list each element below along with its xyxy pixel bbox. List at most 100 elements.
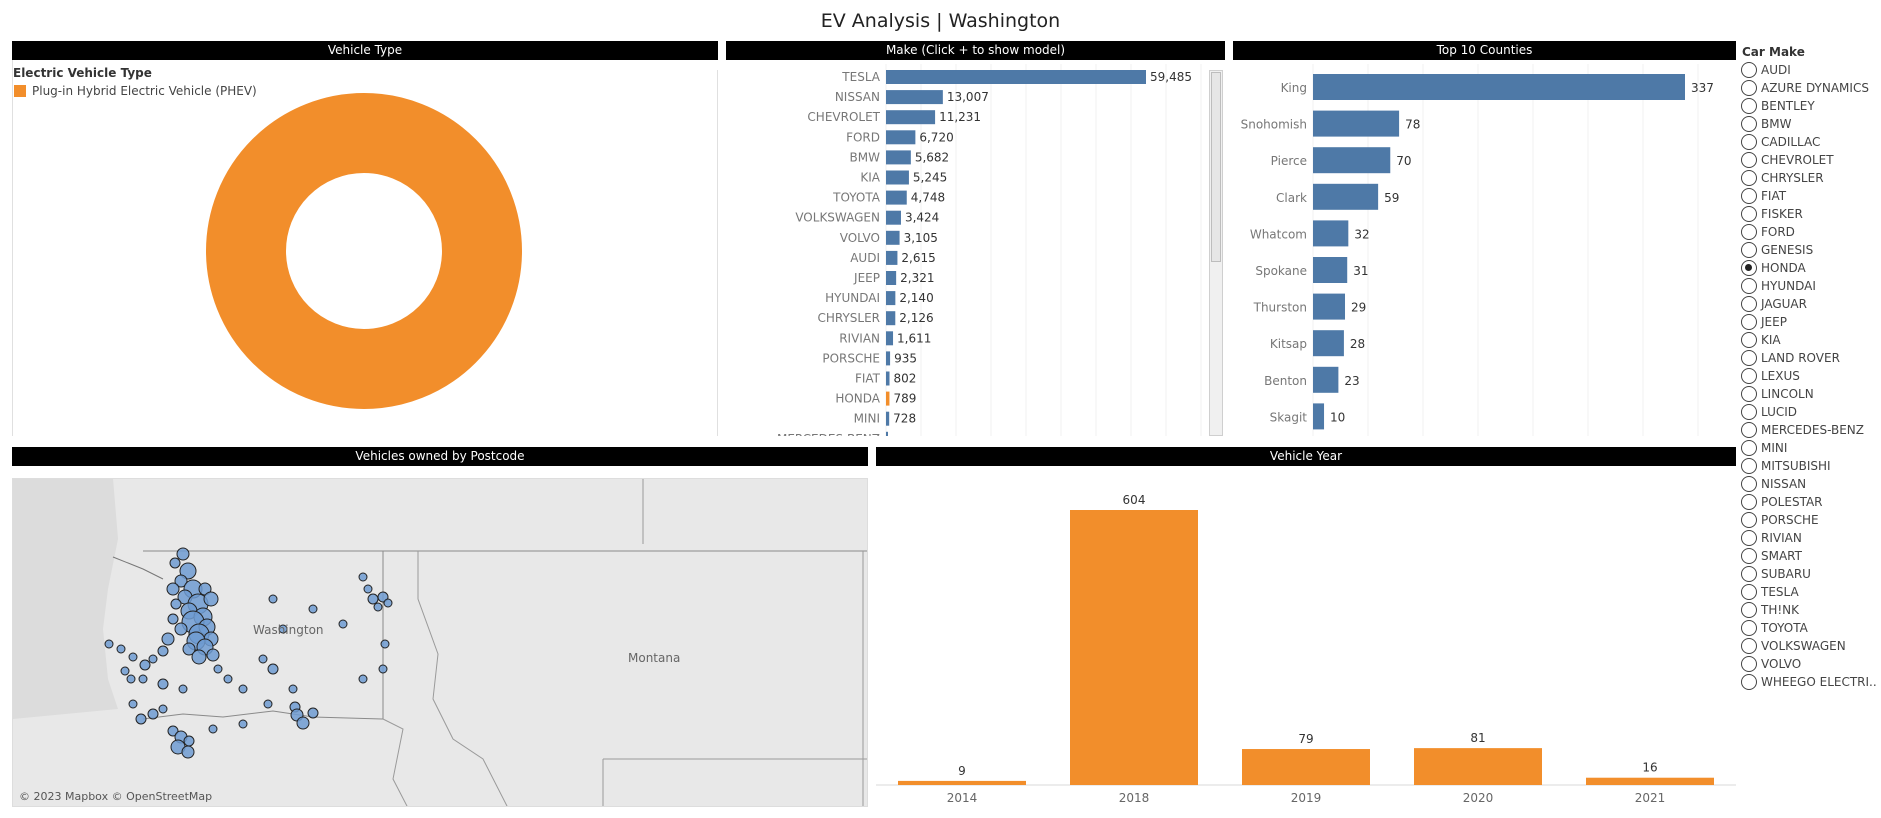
filter-option[interactable]: FISKER — [1741, 205, 1881, 223]
make-bar[interactable] — [886, 150, 911, 165]
postcode-marker[interactable] — [308, 604, 318, 614]
filter-option[interactable]: AUDI — [1741, 61, 1881, 79]
radio-button[interactable] — [1741, 296, 1757, 312]
county-bar[interactable] — [1313, 110, 1400, 137]
make-bar[interactable] — [886, 411, 890, 426]
radio-button[interactable] — [1741, 404, 1757, 420]
filter-option[interactable]: VOLKSWAGEN — [1741, 637, 1881, 655]
postcode-marker[interactable] — [157, 645, 169, 657]
county-bar[interactable] — [1313, 403, 1325, 430]
make-bar[interactable] — [886, 271, 897, 285]
postcode-marker[interactable] — [167, 613, 179, 625]
filter-option[interactable]: BMW — [1741, 115, 1881, 133]
make-bar[interactable] — [886, 230, 900, 245]
radio-button[interactable] — [1741, 602, 1757, 618]
postcode-marker[interactable] — [183, 735, 195, 747]
filter-option[interactable]: JEEP — [1741, 313, 1881, 331]
filter-option[interactable]: TESLA — [1741, 583, 1881, 601]
filter-option[interactable]: SUBARU — [1741, 565, 1881, 583]
postcode-markers[interactable] — [104, 547, 393, 759]
year-bar[interactable] — [898, 780, 1026, 785]
filter-option[interactable]: GENESIS — [1741, 241, 1881, 259]
postcode-marker[interactable] — [174, 574, 188, 588]
make-bar[interactable] — [886, 431, 888, 436]
postcode-marker[interactable] — [147, 708, 159, 720]
radio-button[interactable] — [1741, 170, 1757, 186]
radio-button[interactable] — [1741, 260, 1757, 276]
postcode-marker[interactable] — [267, 663, 279, 675]
make-bar[interactable] — [886, 70, 1146, 84]
postcode-marker[interactable] — [104, 639, 114, 649]
filter-option[interactable]: AZURE DYNAMICS — [1741, 79, 1881, 97]
radio-button[interactable] — [1741, 638, 1757, 654]
postcode-marker[interactable] — [181, 745, 195, 759]
filter-option[interactable]: MITSUBISHI — [1741, 457, 1881, 475]
postcode-marker[interactable] — [367, 593, 379, 605]
postcode-map[interactable]: Washington Montana © 2023 Mapbox © OpenS… — [12, 478, 868, 807]
filter-option[interactable]: LAND ROVER — [1741, 349, 1881, 367]
radio-button[interactable] — [1741, 476, 1757, 492]
postcode-marker[interactable] — [258, 654, 268, 664]
postcode-marker[interactable] — [288, 684, 298, 694]
map-copyright[interactable]: © 2023 Mapbox © OpenStreetMap — [19, 790, 213, 803]
postcode-marker[interactable] — [238, 684, 248, 694]
radio-button[interactable] — [1741, 566, 1757, 582]
make-bar[interactable] — [886, 190, 907, 205]
make-bar[interactable] — [886, 90, 943, 105]
county-bar[interactable] — [1313, 257, 1348, 283]
filter-option[interactable]: CADILLAC — [1741, 133, 1881, 151]
filter-option[interactable]: KIA — [1741, 331, 1881, 349]
postcode-marker[interactable] — [128, 652, 138, 662]
radio-button[interactable] — [1741, 674, 1757, 690]
year-bar[interactable] — [1242, 749, 1370, 785]
postcode-marker[interactable] — [380, 639, 390, 649]
year-bar[interactable] — [1586, 777, 1714, 785]
postcode-marker[interactable] — [116, 644, 126, 654]
radio-button[interactable] — [1741, 494, 1757, 510]
postcode-marker[interactable] — [278, 624, 288, 634]
filter-option[interactable]: CHEVROLET — [1741, 151, 1881, 169]
make-bar[interactable] — [886, 110, 936, 125]
filter-option[interactable]: WHEEGO ELECTRI.. — [1741, 673, 1881, 691]
county-bar[interactable] — [1313, 220, 1349, 247]
postcode-marker[interactable] — [166, 582, 180, 596]
radio-button[interactable] — [1741, 368, 1757, 384]
postcode-marker[interactable] — [170, 598, 182, 610]
make-bar[interactable] — [886, 331, 894, 346]
filter-option[interactable]: TOYOTA — [1741, 619, 1881, 637]
county-bar[interactable] — [1313, 147, 1391, 174]
filter-option[interactable]: MERCEDES-BENZ — [1741, 421, 1881, 439]
postcode-marker[interactable] — [223, 674, 233, 684]
postcode-marker[interactable] — [126, 674, 136, 684]
radio-button[interactable] — [1741, 116, 1757, 132]
make-bar[interactable] — [886, 311, 896, 326]
postcode-marker[interactable] — [373, 602, 383, 612]
postcode-marker[interactable] — [208, 724, 218, 734]
radio-button[interactable] — [1741, 152, 1757, 168]
radio-button[interactable] — [1741, 620, 1757, 636]
filter-option[interactable]: PORSCHE — [1741, 511, 1881, 529]
postcode-marker[interactable] — [161, 632, 175, 646]
postcode-marker[interactable] — [358, 572, 368, 582]
radio-button[interactable] — [1741, 98, 1757, 114]
postcode-marker[interactable] — [139, 659, 151, 671]
radio-button[interactable] — [1741, 224, 1757, 240]
make-bar[interactable] — [886, 250, 898, 265]
filter-option[interactable]: LUCID — [1741, 403, 1881, 421]
postcode-marker[interactable] — [157, 678, 169, 690]
radio-button[interactable] — [1741, 386, 1757, 402]
filter-option[interactable]: JAGUAR — [1741, 295, 1881, 313]
filter-option[interactable]: CHRYSLER — [1741, 169, 1881, 187]
radio-button[interactable] — [1741, 134, 1757, 150]
postcode-marker[interactable] — [179, 562, 197, 580]
postcode-marker[interactable] — [363, 584, 373, 594]
filter-option[interactable]: NISSAN — [1741, 475, 1881, 493]
postcode-marker[interactable] — [169, 557, 181, 569]
make-bar[interactable] — [886, 210, 901, 225]
make-bar[interactable] — [886, 371, 890, 386]
postcode-marker[interactable] — [174, 622, 188, 636]
postcode-marker[interactable] — [182, 642, 196, 656]
county-bar[interactable] — [1313, 366, 1339, 393]
donut-slice-phev[interactable] — [206, 93, 522, 409]
radio-button[interactable] — [1741, 314, 1757, 330]
